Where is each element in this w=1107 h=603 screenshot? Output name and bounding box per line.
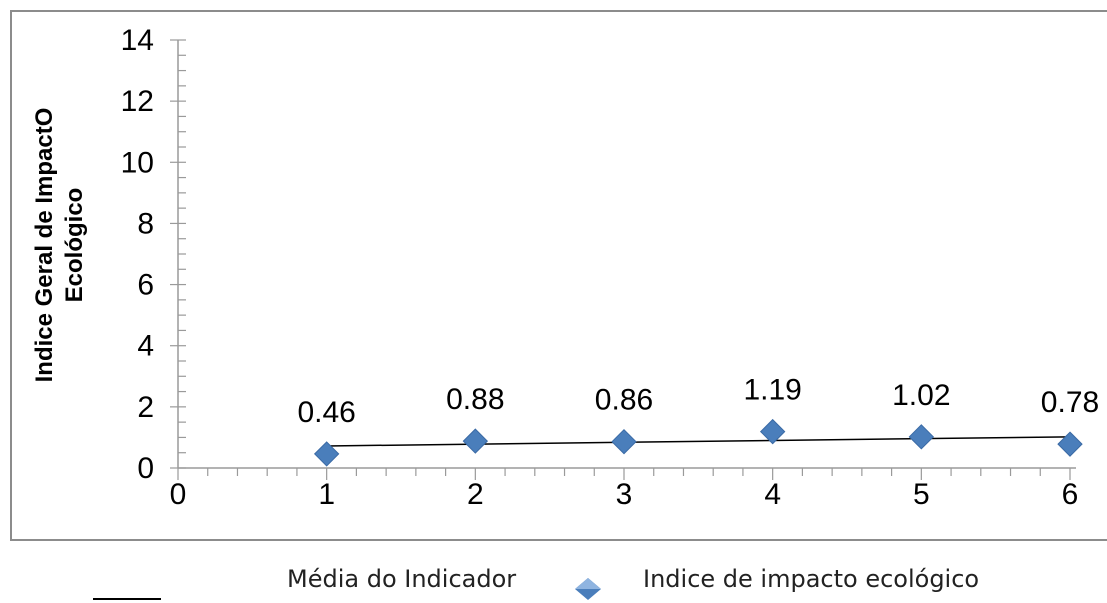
data-point xyxy=(908,424,935,450)
y-tick-label: 6 xyxy=(137,269,154,302)
y-tick-label: 8 xyxy=(137,207,154,240)
legend-diamond-icon xyxy=(575,578,601,600)
data-label: 0.86 xyxy=(595,384,653,417)
data-label: 1.19 xyxy=(743,374,801,407)
x-tick-label: 4 xyxy=(764,478,781,511)
legend-marker-label: Indice de impacto ecológico xyxy=(643,565,980,593)
data-label: 1.02 xyxy=(892,379,950,412)
x-tick-label: 6 xyxy=(1062,478,1079,511)
data-point xyxy=(313,441,340,467)
x-tick-label: 0 xyxy=(170,478,187,511)
chart-frame xyxy=(10,10,1107,541)
y-tick-label: 12 xyxy=(121,85,154,118)
y-tick-label: 10 xyxy=(121,146,154,179)
legend-line-label: Média do Indicador xyxy=(287,565,517,593)
data-label: 0.88 xyxy=(446,383,504,416)
x-tick-label: 5 xyxy=(913,478,930,511)
data-point xyxy=(759,418,786,445)
y-tick-label: 14 xyxy=(121,24,154,57)
data-point xyxy=(462,428,489,454)
legend-line-swatch xyxy=(93,598,161,600)
mean-line xyxy=(326,436,1071,447)
x-tick-label: 3 xyxy=(616,478,633,511)
data-point xyxy=(1057,431,1083,457)
y-axis-label-line-2: Ecológico xyxy=(61,188,88,303)
marks: 0.46 0.88 0.86 1.19 1.02 0.78 xyxy=(297,374,1099,467)
data-label: 0.78 xyxy=(1041,386,1099,419)
x-tick-label: 2 xyxy=(467,478,484,511)
y-axis-label-line-1: Indice Geral de ImpactO xyxy=(31,108,58,383)
y-tick-label: 0 xyxy=(137,452,154,485)
y-tick-label: 4 xyxy=(137,330,154,363)
y-tick-label: 2 xyxy=(137,391,154,424)
data-label: 0.46 xyxy=(297,396,355,429)
data-point xyxy=(611,429,637,455)
x-tick-label: 1 xyxy=(318,478,335,511)
